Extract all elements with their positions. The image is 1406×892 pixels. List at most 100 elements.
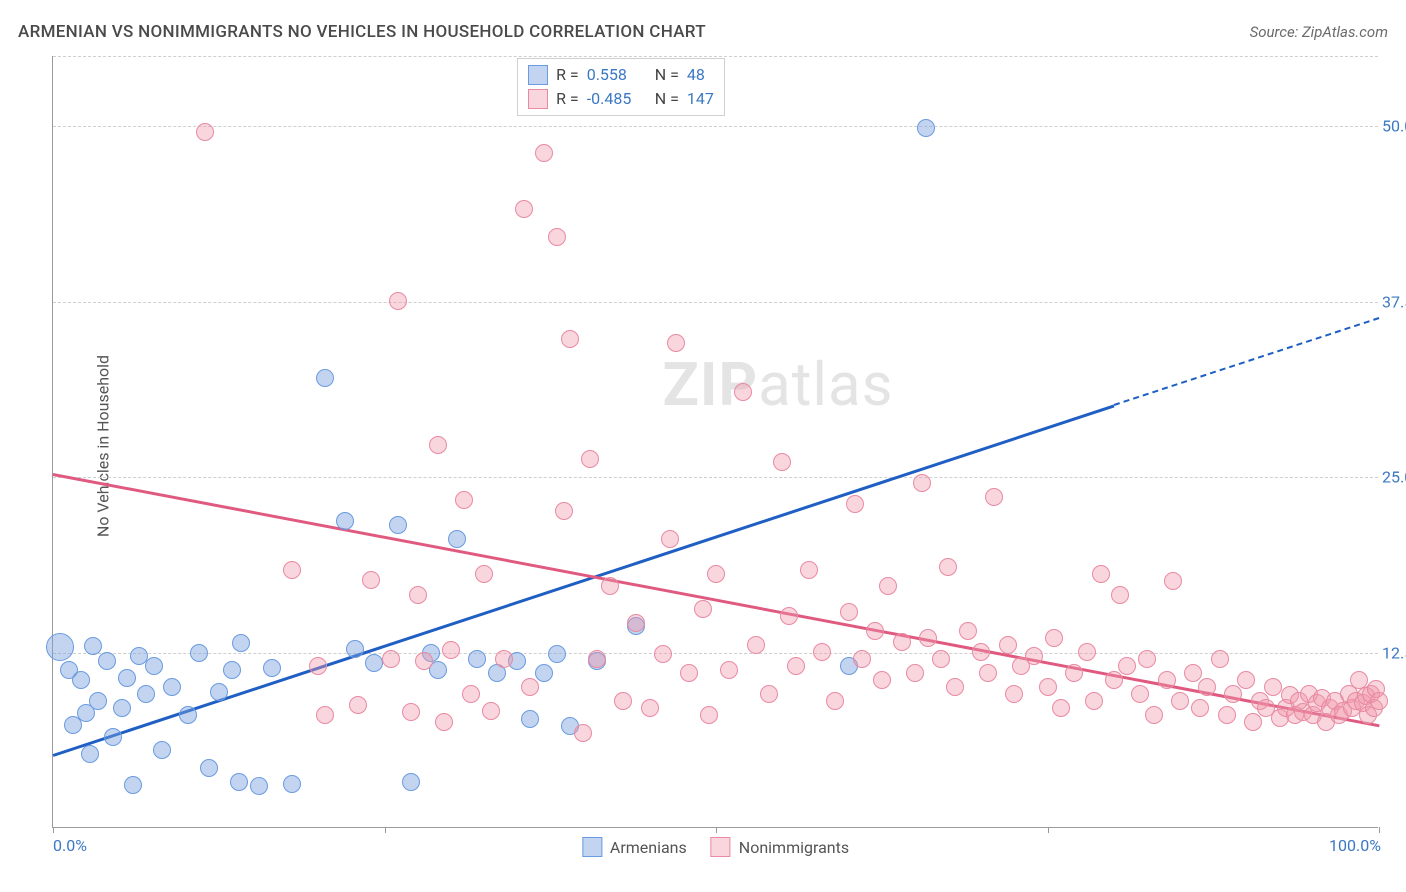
y-tick-label: 50.0% [1382,117,1406,136]
data-point [574,724,592,742]
data-point [654,645,672,663]
data-point [873,671,891,689]
r-value: 0.558 [587,63,647,87]
x-tick [1379,827,1380,833]
data-point [98,652,116,670]
data-point [145,657,163,675]
data-point [521,678,539,696]
data-point [813,643,831,661]
data-point [442,641,460,659]
data-point [346,640,364,658]
data-point [1237,671,1255,689]
data-point [972,643,990,661]
data-point [429,436,447,454]
data-point [153,741,171,759]
gridline [53,56,1378,57]
legend-swatch [528,89,548,109]
data-point [409,586,427,604]
data-point [826,692,844,710]
data-point [521,710,539,728]
data-point [263,659,281,677]
data-point [601,577,619,595]
data-point [1218,706,1236,724]
data-point [917,119,935,137]
data-point [515,200,533,218]
data-point [535,664,553,682]
data-point [89,692,107,710]
data-point [1118,657,1136,675]
data-point [365,654,383,672]
data-point [435,713,453,731]
gridline [53,126,1378,127]
data-point [1005,685,1023,703]
data-point [382,650,400,668]
data-point [1244,713,1262,731]
data-point [548,228,566,246]
x-tick-label: 0.0% [53,836,87,855]
data-point [1045,629,1063,647]
data-point [389,292,407,310]
data-point [196,123,214,141]
data-point [402,773,420,791]
data-point [230,773,248,791]
data-point [104,728,122,746]
data-point [694,600,712,618]
y-tick-label: 12.5% [1382,643,1406,662]
data-point [939,558,957,576]
data-point [667,334,685,352]
data-point [1078,643,1096,661]
legend-item: Nonimmigrants [711,837,849,857]
data-point [210,683,228,701]
data-point [309,657,327,675]
data-point [1224,685,1242,703]
data-point [946,678,964,696]
data-point [475,565,493,583]
r-label: R = [556,87,579,111]
data-point [627,614,645,632]
data-point [535,144,553,162]
data-point [124,776,142,794]
n-value: 147 [687,87,714,111]
data-point [707,565,725,583]
data-point [1025,647,1043,665]
data-point [1105,671,1123,689]
data-point [190,644,208,662]
data-point [760,685,778,703]
data-point [455,491,473,509]
data-point [223,661,241,679]
data-point [999,636,1017,654]
gridline [53,477,1378,478]
data-point [800,561,818,579]
data-point [1052,699,1070,717]
data-point [879,577,897,595]
x-tick [53,827,54,833]
data-point [853,650,871,668]
data-point [747,636,765,654]
data-point [1158,671,1176,689]
data-point [402,703,420,721]
data-point [1198,678,1216,696]
data-point [1085,692,1103,710]
data-point [482,702,500,720]
r-value: -0.485 [587,87,647,111]
legend-item: Armenians [582,837,687,857]
legend-correlation: R = 0.558N = 48R = -0.485N = 147 [517,58,725,116]
n-label: N = [655,87,679,111]
x-tick [716,827,717,833]
trend-line [1113,317,1379,406]
data-point [555,502,573,520]
data-point [581,450,599,468]
legend-row: R = -0.485 N = 147 [528,87,714,111]
data-point [1065,664,1083,682]
r-label: R = [556,63,579,87]
data-point [919,629,937,647]
data-point [1171,692,1189,710]
data-point [349,696,367,714]
data-point [118,669,136,687]
data-point [866,622,884,640]
data-point [1111,586,1129,604]
data-point [906,664,924,682]
legend-swatch [582,837,602,857]
data-point [1370,692,1388,710]
data-point [1039,678,1057,696]
